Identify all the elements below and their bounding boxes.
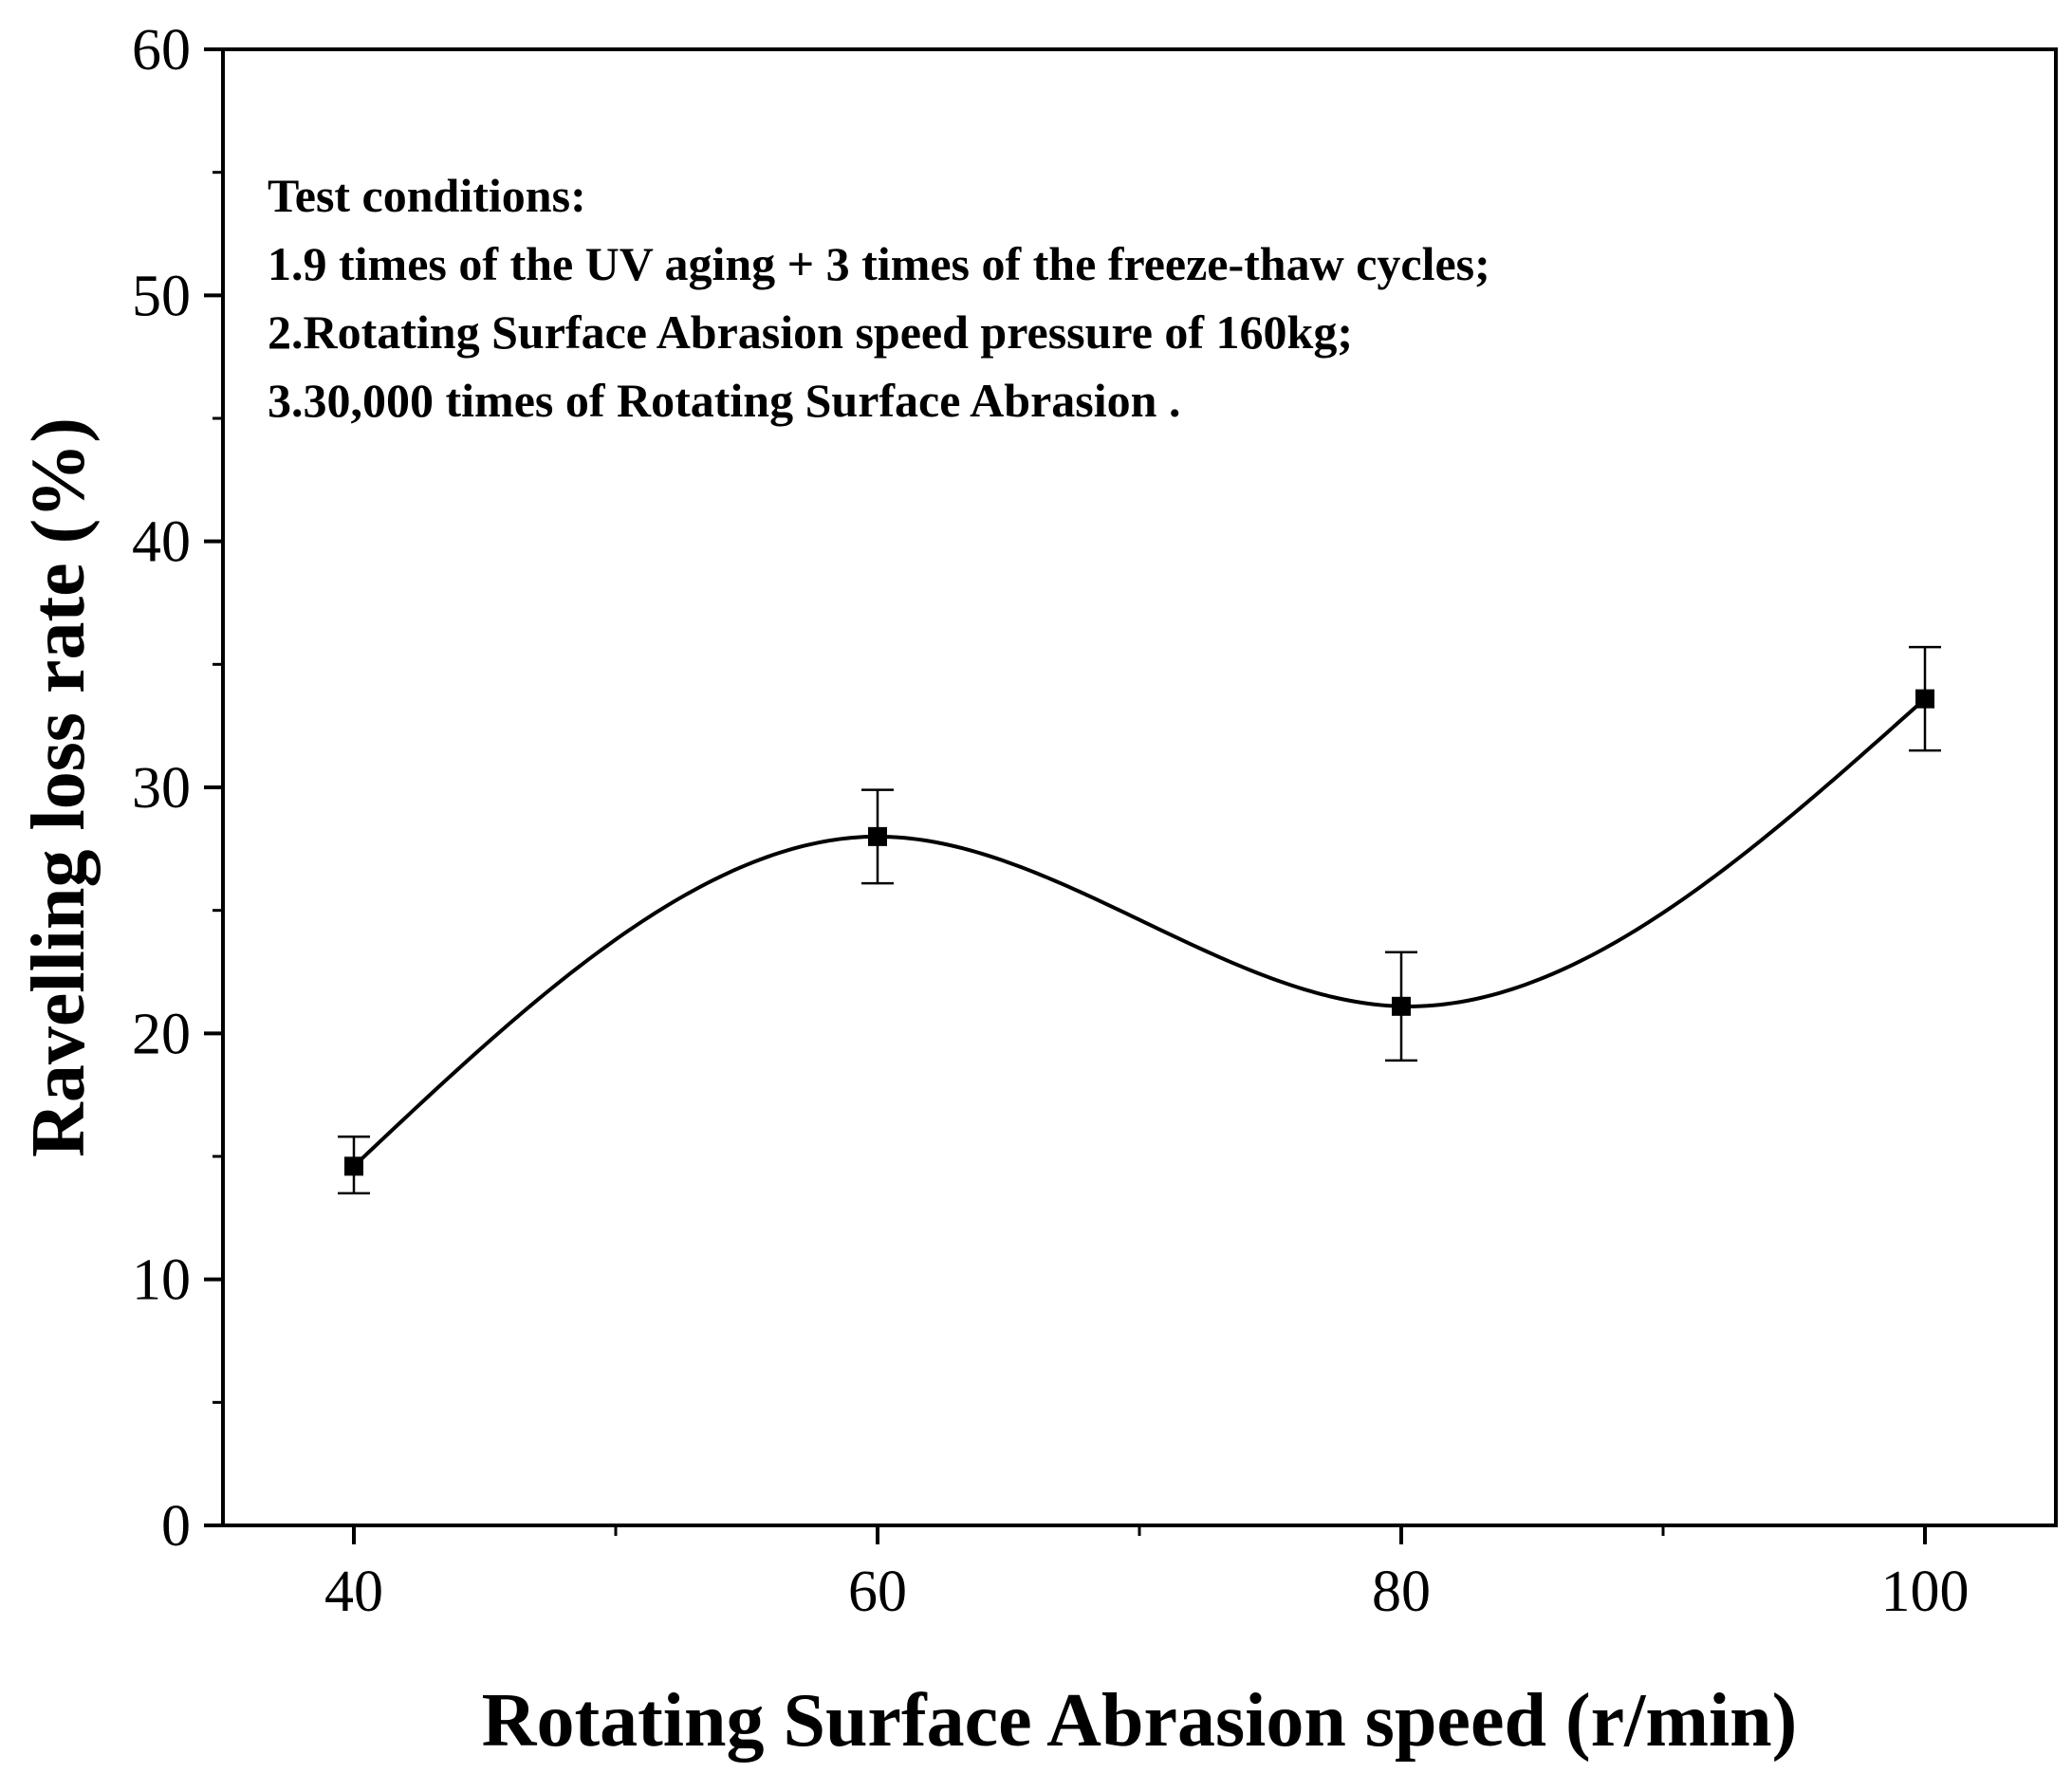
y-tick-label-10: 10 [132, 1248, 191, 1313]
x-axis: 40 60 80 100 [324, 1525, 1970, 1624]
y-tick-label-20: 20 [132, 1002, 191, 1066]
x-tick-label-80: 80 [1372, 1560, 1431, 1624]
y-tick-label-0: 0 [161, 1494, 191, 1559]
x-tick-label-100: 100 [1881, 1560, 1970, 1624]
annotation-line-4: 3.30,000 times of Rotating Surface Abras… [268, 374, 1180, 427]
data-point-80 [1392, 996, 1411, 1016]
series-group [338, 645, 1941, 1195]
x-axis-title: Rotating Surface Abrasion speed (r/min) [482, 1679, 1798, 1763]
data-point-40 [344, 1156, 363, 1176]
series-line-0 [352, 697, 1927, 1168]
x-tick-label-60: 60 [848, 1560, 907, 1624]
y-tick-label-30: 30 [132, 756, 191, 821]
y-axis-title: Ravelling loss rate (%) [17, 417, 101, 1157]
annotation-line-3: 2.Rotating Surface Abrasion speed pressu… [268, 305, 1353, 359]
annotation-line-1: Test conditions: [268, 169, 586, 222]
y-tick-label-50: 50 [132, 264, 191, 328]
y-axis: 0 10 20 30 40 50 60 [132, 18, 223, 1559]
y-tick-label-40: 40 [132, 510, 191, 575]
x-tick-label-40: 40 [324, 1560, 383, 1624]
data-point-60 [868, 826, 887, 846]
data-point-100 [1915, 689, 1934, 709]
annotation-line-2: 1.9 times of the UV aging + 3 times of t… [268, 237, 1490, 290]
y-tick-label-60: 60 [132, 18, 191, 83]
